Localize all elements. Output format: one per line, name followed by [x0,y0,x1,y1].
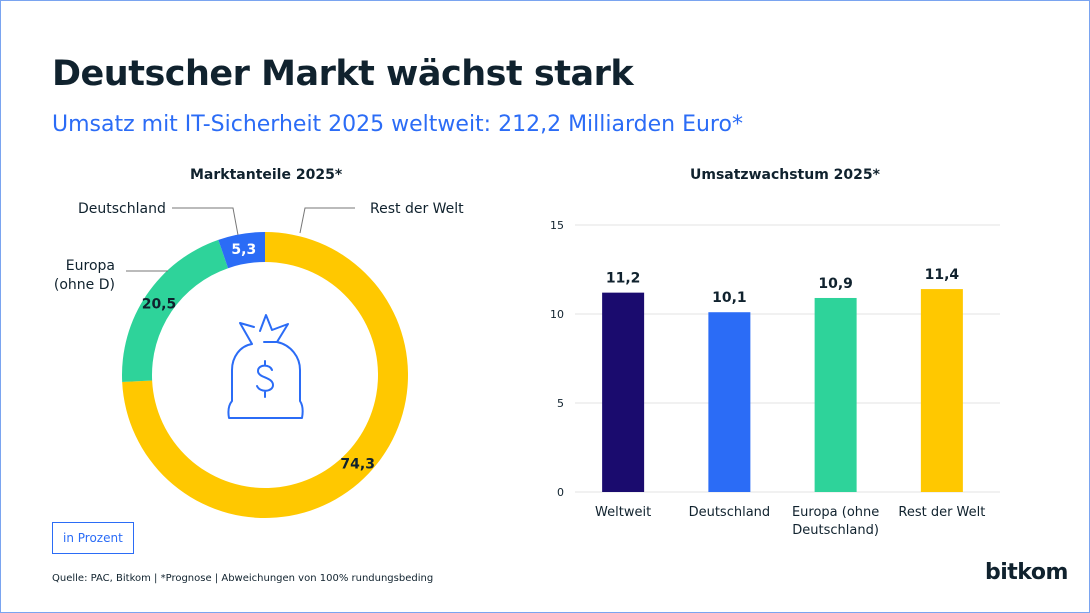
bar-chart-title: Umsatzwachstum 2025* [690,167,880,183]
bar-0 [602,292,645,492]
x-tick-label-3-0: Rest der Welt [898,505,985,520]
bar-value-label-0: 11,2 [606,271,641,287]
bar-value-label-2: 10,9 [818,276,853,292]
x-tick-label-2-1: Deutschland) [792,523,879,538]
y-tick-label-1: 5 [557,397,564,410]
bar-1 [708,312,751,492]
x-tick-label-2-0: Europa (ohne [792,505,879,520]
y-tick-label-0: 0 [557,486,564,499]
x-tick-label-0-0: Weltweit [595,505,651,520]
y-tick-label-3: 15 [550,219,564,232]
donut-category-label-1b: (ohne D) [54,277,115,293]
bar-2 [814,297,857,492]
money-bag-icon [227,314,304,419]
donut-category-label-0: Rest der Welt [370,201,464,217]
donut-value-label-1: 20,5 [142,296,177,312]
page-subtitle: Umsatz mit IT-Sicherheit 2025 weltweit: … [52,112,743,137]
dollar-sign [256,360,274,398]
bitkom-logo: bitkom [985,560,1068,585]
source-note: Quelle: PAC, Bitkom | *Prognose | Abweic… [52,573,434,584]
bar-value-label-3: 11,4 [925,267,960,283]
unit-badge: in Prozent [52,522,134,554]
donut-slice-1 [122,239,229,382]
donut-chart-title: Marktanteile 2025* [190,167,343,183]
leader-line-deutschland [172,207,239,236]
page-title: Deutscher Markt wächst stark [52,54,634,94]
donut-value-label-2: 5,3 [231,242,256,258]
bar-3 [920,289,963,492]
y-tick-label-2: 10 [550,308,564,321]
x-tick-label-1-0: Deutschland [689,505,771,520]
donut-category-label-1a: Europa [66,258,115,274]
bar-value-label-1: 10,1 [712,290,747,306]
donut-value-label-0: 74,3 [340,456,375,472]
leader-line-rest [299,207,355,234]
money-bag-outline [227,314,304,419]
donut-category-label-2: Deutschland [78,201,166,217]
donut-slice-2 [218,232,265,269]
